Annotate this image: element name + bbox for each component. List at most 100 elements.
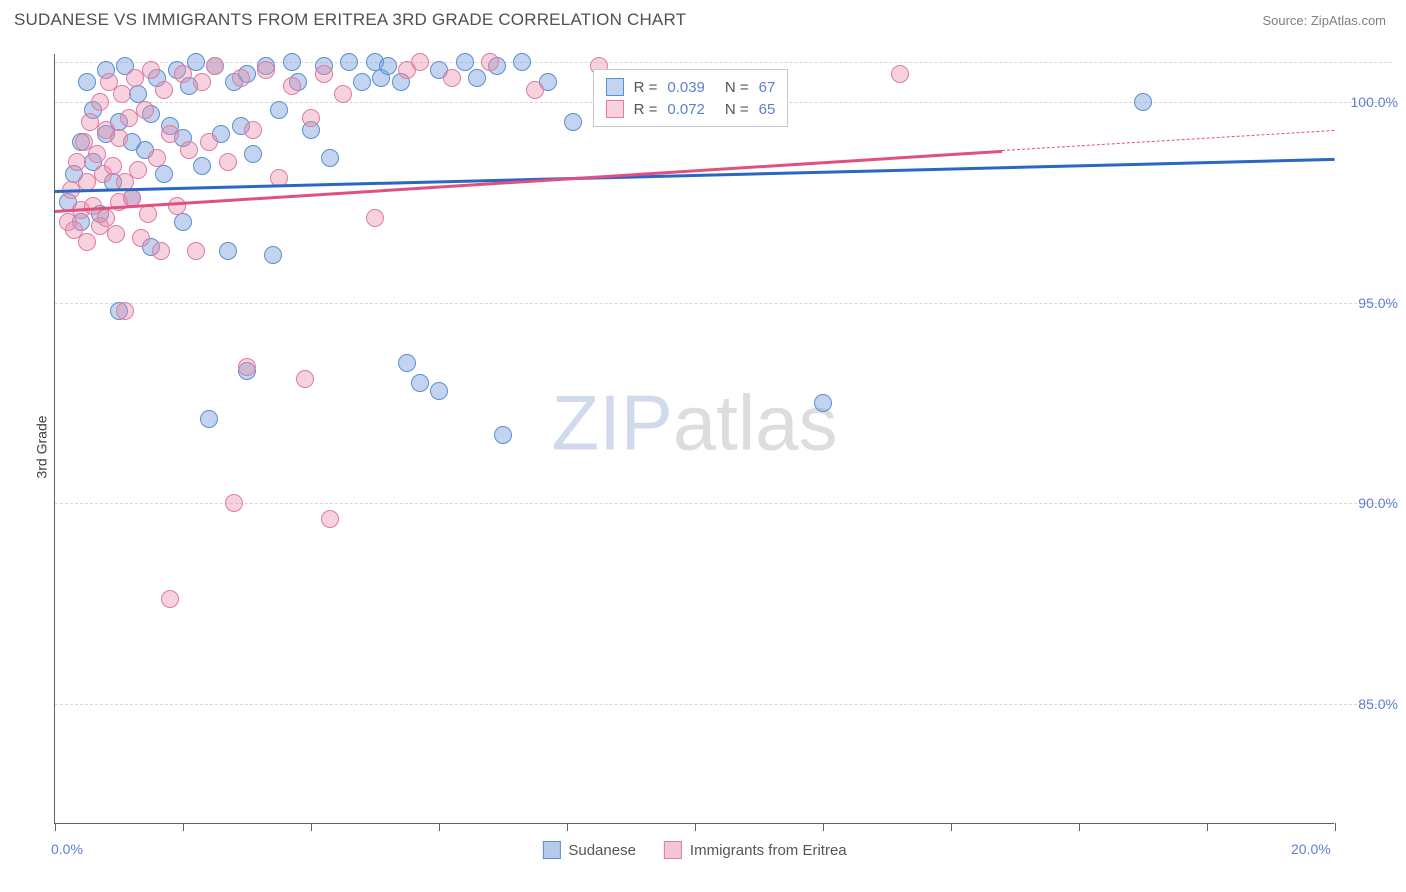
legend-item: Immigrants from Eritrea — [664, 841, 847, 859]
x-tick — [695, 823, 696, 831]
data-point — [244, 121, 262, 139]
source-attribution: Source: ZipAtlas.com — [1262, 13, 1386, 28]
data-point — [321, 149, 339, 167]
data-point — [283, 77, 301, 95]
data-point — [180, 141, 198, 159]
regression-line — [1002, 130, 1335, 151]
data-point — [353, 73, 371, 91]
data-point — [193, 73, 211, 91]
data-point — [513, 53, 531, 71]
data-point — [187, 242, 205, 260]
r-value: 0.072 — [667, 101, 705, 118]
data-point — [91, 93, 109, 111]
gridline — [55, 62, 1392, 63]
x-tick-label: 20.0% — [1291, 841, 1331, 857]
data-point — [526, 81, 544, 99]
stat-label: N = — [725, 79, 749, 96]
data-point — [494, 426, 512, 444]
data-point — [219, 153, 237, 171]
data-point — [107, 225, 125, 243]
data-point — [334, 85, 352, 103]
n-value: 65 — [759, 101, 776, 118]
x-tick — [439, 823, 440, 831]
data-point — [193, 157, 211, 175]
series-legend: Sudanese Immigrants from Eritrea — [542, 841, 846, 859]
data-point — [116, 302, 134, 320]
y-axis-label: 3rd Grade — [34, 415, 50, 478]
data-point — [142, 61, 160, 79]
data-point — [270, 101, 288, 119]
data-point — [161, 125, 179, 143]
data-point — [136, 101, 154, 119]
y-tick-label: 90.0% — [1358, 495, 1398, 511]
y-tick-label: 100.0% — [1351, 94, 1398, 110]
watermark: ZIPatlas — [551, 378, 837, 469]
n-value: 67 — [759, 79, 776, 96]
x-tick — [1207, 823, 1208, 831]
legend-label: Immigrants from Eritrea — [690, 842, 847, 859]
data-point — [88, 145, 106, 163]
legend-item: Sudanese — [542, 841, 636, 859]
data-point — [174, 65, 192, 83]
x-tick — [567, 823, 568, 831]
data-point — [219, 242, 237, 260]
y-tick-label: 95.0% — [1358, 295, 1398, 311]
chart-title: SUDANESE VS IMMIGRANTS FROM ERITREA 3RD … — [14, 10, 686, 30]
data-point — [200, 410, 218, 428]
data-point — [264, 246, 282, 264]
data-point — [379, 57, 397, 75]
data-point — [132, 229, 150, 247]
x-tick-label: 0.0% — [51, 841, 83, 857]
data-point — [232, 69, 250, 87]
y-tick-label: 85.0% — [1358, 696, 1398, 712]
legend-label: Sudanese — [568, 842, 636, 859]
gridline — [55, 503, 1392, 504]
x-tick — [311, 823, 312, 831]
data-point — [411, 374, 429, 392]
legend-swatch — [606, 100, 624, 118]
x-tick — [951, 823, 952, 831]
data-point — [129, 161, 147, 179]
x-tick — [823, 823, 824, 831]
stat-label: R = — [634, 101, 658, 118]
data-point — [68, 153, 86, 171]
legend-swatch — [664, 841, 682, 859]
data-point — [296, 370, 314, 388]
data-point — [161, 590, 179, 608]
data-point — [398, 354, 416, 372]
data-point — [110, 129, 128, 147]
data-point — [366, 209, 384, 227]
data-point — [174, 213, 192, 231]
data-point — [456, 53, 474, 71]
gridline — [55, 704, 1392, 705]
legend-swatch — [542, 841, 560, 859]
r-value: 0.039 — [667, 79, 705, 96]
data-point — [564, 113, 582, 131]
data-point — [225, 494, 243, 512]
x-tick — [1079, 823, 1080, 831]
data-point — [814, 394, 832, 412]
data-point — [1134, 93, 1152, 111]
chart-container: 3rd Grade ZIPatlas 85.0%90.0%95.0%100.0%… — [14, 42, 1392, 852]
data-point — [206, 57, 224, 75]
data-point — [443, 69, 461, 87]
data-point — [148, 149, 166, 167]
x-tick — [183, 823, 184, 831]
legend-swatch — [606, 78, 624, 96]
data-point — [257, 61, 275, 79]
data-point — [97, 209, 115, 227]
plot-area: ZIPatlas 85.0%90.0%95.0%100.0%0.0%20.0%R… — [54, 54, 1334, 824]
data-point — [139, 205, 157, 223]
data-point — [891, 65, 909, 83]
data-point — [238, 358, 256, 376]
data-point — [411, 53, 429, 71]
data-point — [430, 382, 448, 400]
stats-row: R = 0.072N = 65 — [606, 98, 776, 120]
data-point — [468, 69, 486, 87]
gridline — [55, 303, 1392, 304]
data-point — [168, 197, 186, 215]
data-point — [481, 53, 499, 71]
data-point — [321, 510, 339, 528]
x-tick — [55, 823, 56, 831]
data-point — [152, 242, 170, 260]
